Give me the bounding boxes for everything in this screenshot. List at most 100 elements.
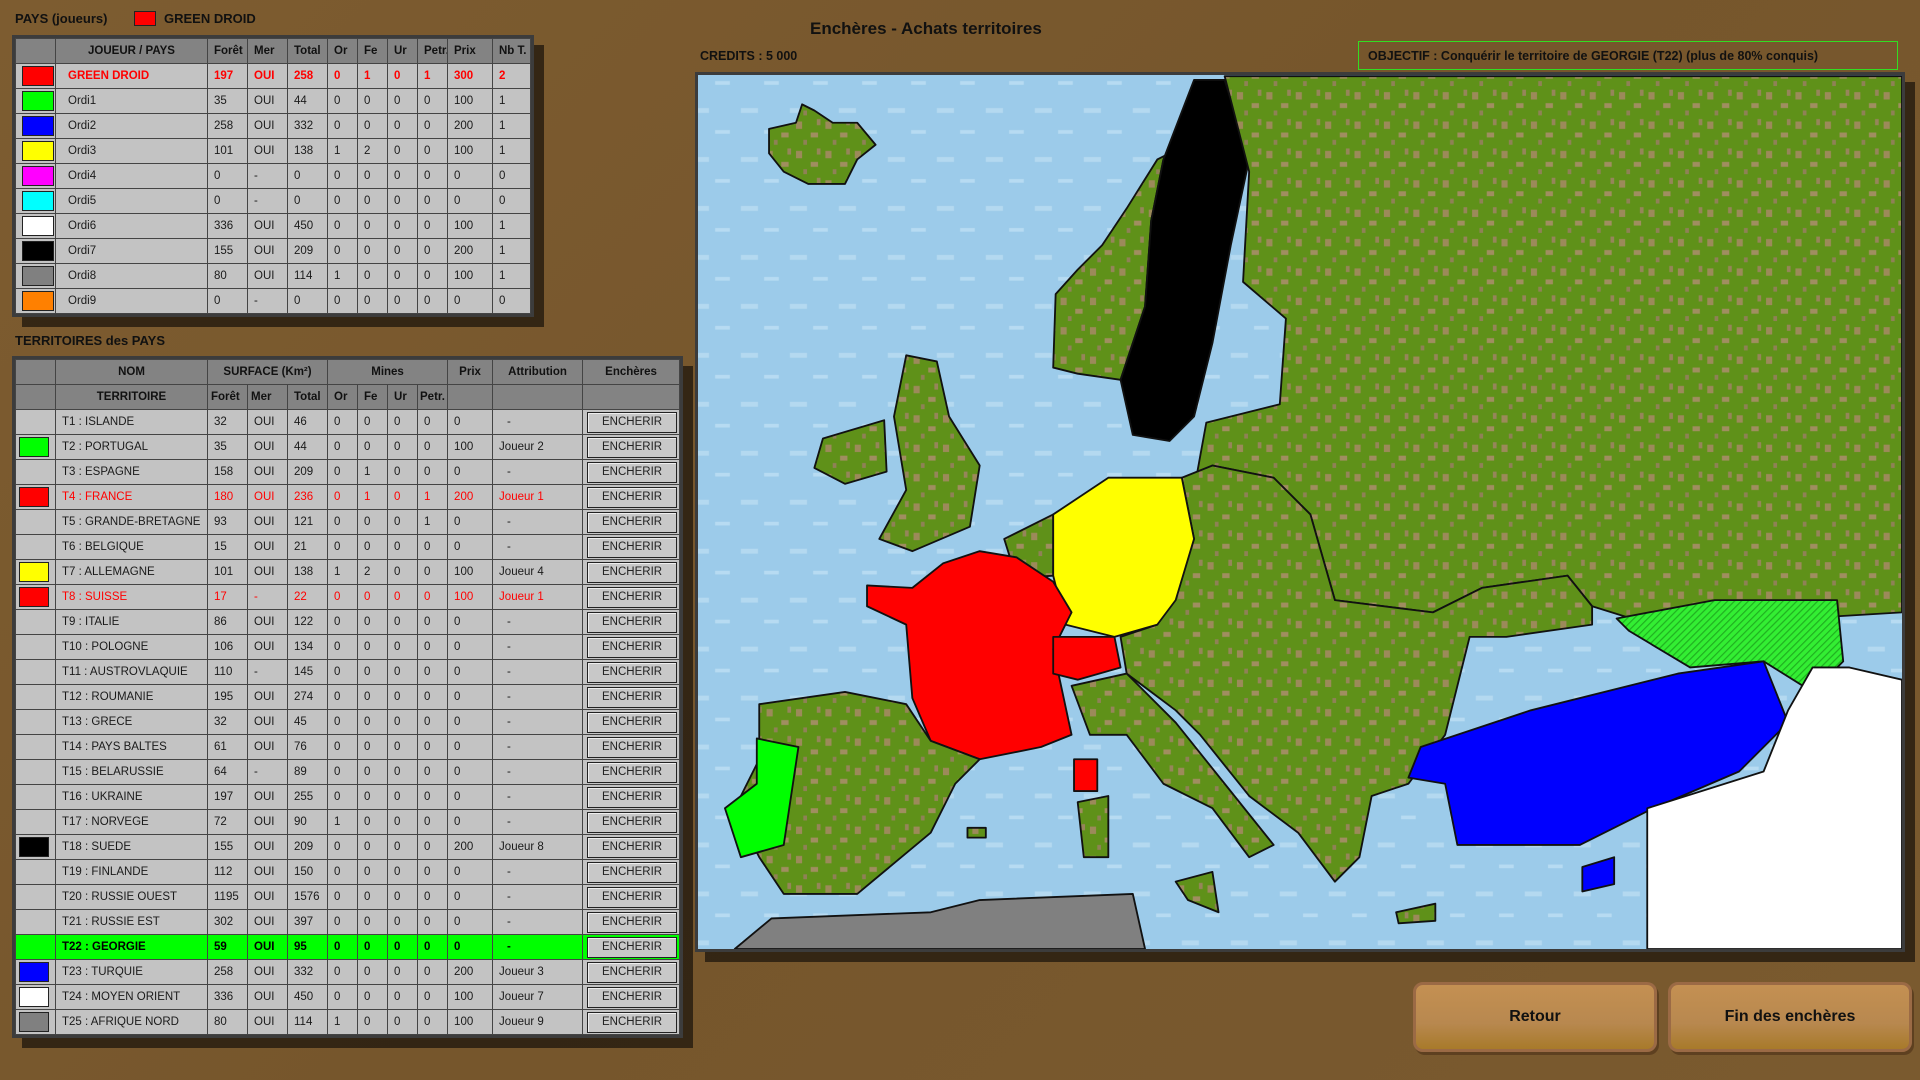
territory-total: 209 — [286, 834, 329, 860]
bid-button[interactable]: ENCHERIR — [587, 486, 678, 508]
territory-portugal[interactable] — [724, 737, 800, 859]
bid-button[interactable]: ENCHERIR — [587, 536, 678, 558]
bid-button[interactable]: ENCHERIR — [587, 611, 678, 633]
bid-button[interactable]: ENCHERIR — [587, 936, 678, 958]
header-fe: Fe — [357, 384, 389, 410]
territory-chypre[interactable] — [1581, 856, 1616, 893]
territory-suisse[interactable] — [1052, 635, 1122, 681]
territory-fe: 0 — [357, 1009, 389, 1035]
territory-moyen-orient[interactable] — [1646, 666, 1902, 949]
territory-fe: 0 — [357, 534, 389, 560]
territory-foret: 302 — [207, 909, 248, 935]
territory-fe: 0 — [357, 959, 389, 985]
territory-total: 145 — [286, 659, 329, 685]
territory-sardaigne[interactable] — [1076, 795, 1110, 859]
territory-attr: Joueur 1 — [492, 584, 584, 610]
territory-petr: 0 — [417, 709, 449, 735]
end-auction-button[interactable]: Fin des enchères — [1668, 982, 1912, 1052]
player-mer: OUI — [247, 138, 288, 164]
territory-attr: - — [492, 409, 584, 435]
player-color-cell — [15, 238, 56, 264]
owner-color-swatch — [19, 487, 49, 507]
territory-ur: 0 — [387, 984, 419, 1010]
current-player-name: GREEN DROID — [164, 11, 256, 26]
territory-name: T17 : NORVEGE — [55, 809, 208, 835]
territory-foret: 80 — [207, 1009, 248, 1035]
territory-france[interactable] — [866, 550, 1073, 761]
bid-button[interactable]: ENCHERIR — [587, 436, 678, 458]
territory-row: T12 : ROUMANIE 195 OUI 274 0 0 0 0 0- ENCHERIR — [15, 684, 681, 710]
territory-afrique-nord[interactable] — [733, 892, 1146, 949]
territory-total: 45 — [286, 709, 329, 735]
territory-mer: OUI — [247, 859, 288, 885]
player-color-swatch — [22, 66, 54, 86]
territory-irlande[interactable] — [813, 419, 888, 485]
territory-petr: 0 — [417, 609, 449, 635]
bid-button[interactable]: ENCHERIR — [587, 886, 678, 908]
player-or: 0 — [327, 213, 358, 239]
bid-button[interactable]: ENCHERIR — [587, 686, 678, 708]
territory-mer: OUI — [247, 609, 288, 635]
player-mer: - — [247, 163, 288, 189]
territories-section-label: TERRITOIRES des PAYS — [15, 333, 166, 348]
territory-mer: OUI — [247, 834, 288, 860]
territory-italie[interactable] — [1070, 672, 1275, 859]
player-petr: 0 — [417, 188, 448, 214]
bid-button[interactable]: ENCHERIR — [587, 986, 678, 1008]
player-foret: 80 — [207, 263, 248, 289]
bid-button[interactable]: ENCHERIR — [587, 1011, 678, 1033]
territory-row: T4 : FRANCE 180 OUI 236 0 1 0 1 200 Joueur 1 ENCHE… — [15, 484, 681, 510]
territory-mer: OUI — [247, 459, 288, 485]
territory-grande-bretagne[interactable] — [878, 354, 981, 553]
bid-button[interactable]: ENCHERIR — [587, 736, 678, 758]
header-attribution: Attribution — [492, 359, 584, 385]
territory-name: T14 : PAYS BALTES — [55, 734, 208, 760]
bid-button[interactable]: ENCHERIR — [587, 636, 678, 658]
bid-button[interactable]: ENCHERIR — [587, 961, 678, 983]
territory-prix: 0 — [447, 859, 494, 885]
bid-button[interactable]: ENCHERIR — [587, 411, 678, 433]
territory-name: T22 : GEORGIE — [55, 934, 208, 960]
territory-attr: Joueur 4 — [492, 559, 584, 585]
territory-fe: 0 — [357, 609, 389, 635]
territory-ur: 0 — [387, 909, 419, 935]
territory-mer: - — [247, 759, 288, 785]
territory-ur: 0 — [387, 584, 419, 610]
bid-button[interactable]: ENCHERIR — [587, 511, 678, 533]
territory-foret: 197 — [207, 784, 248, 810]
territory-row: T1 : ISLANDE 32 OUI 46 0 0 0 0 0- ENCHERIR — [15, 409, 681, 435]
player-nb: 1 — [492, 263, 531, 289]
back-button[interactable]: Retour — [1413, 982, 1657, 1052]
territory-owner-cell — [15, 809, 56, 835]
europe-map[interactable] — [698, 75, 1902, 949]
territory-turquie[interactable] — [1407, 660, 1790, 846]
territory-corse[interactable] — [1073, 758, 1099, 793]
player-nb: 1 — [492, 138, 531, 164]
territory-prix: 200 — [447, 484, 494, 510]
bid-button[interactable]: ENCHERIR — [587, 586, 678, 608]
territory-total: 274 — [286, 684, 329, 710]
territory-islande[interactable] — [768, 103, 877, 185]
bid-button[interactable]: ENCHERIR — [587, 911, 678, 933]
territory-ur: 0 — [387, 509, 419, 535]
bid-button[interactable]: ENCHERIR — [587, 836, 678, 858]
bid-button[interactable]: ENCHERIR — [587, 786, 678, 808]
territory-petr: 0 — [417, 634, 449, 660]
territory-prix: 0 — [447, 884, 494, 910]
bid-button[interactable]: ENCHERIR — [587, 761, 678, 783]
bid-button[interactable]: ENCHERIR — [587, 811, 678, 833]
player-petr: 0 — [417, 238, 448, 264]
territory-row: T8 : SUISSE 17-22 0 0 0 0 100 Joueur 1 ENCHERIR — [15, 584, 681, 610]
territory-owner-cell — [15, 484, 56, 510]
bid-button[interactable]: ENCHERIR — [587, 711, 678, 733]
bid-button[interactable]: ENCHERIR — [587, 461, 678, 483]
bid-button[interactable]: ENCHERIR — [587, 661, 678, 683]
territory-mer: OUI — [247, 909, 288, 935]
territory-owner-cell — [15, 584, 56, 610]
territory-row: T10 : POLOGNE 106 OUI 134 0 0 0 0 0- ENCHERIR — [15, 634, 681, 660]
bid-button[interactable]: ENCHERIR — [587, 861, 678, 883]
territory-ur: 0 — [387, 734, 419, 760]
bid-button[interactable]: ENCHERIR — [587, 561, 678, 583]
territory-ur: 0 — [387, 459, 419, 485]
territory-prix: 100 — [447, 1009, 494, 1035]
